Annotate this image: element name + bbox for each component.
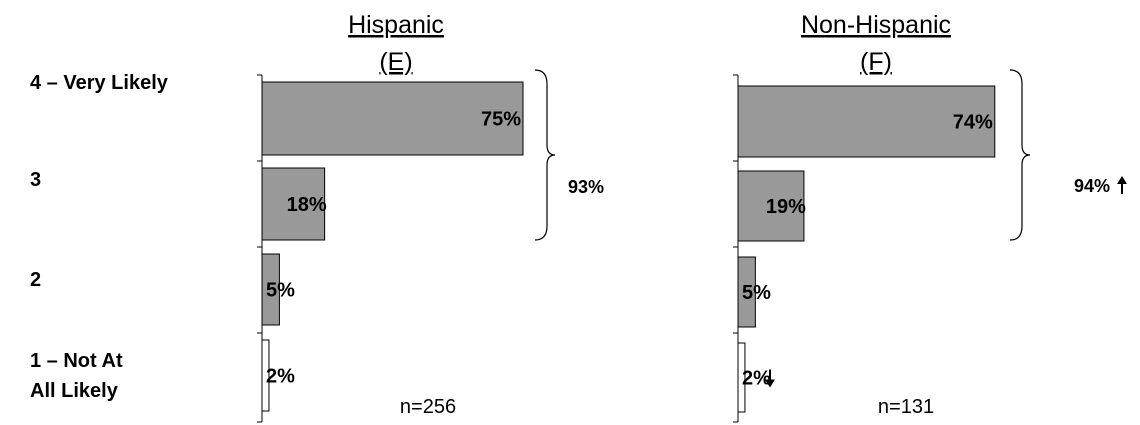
panel-title: Hispanic: [348, 11, 444, 39]
bar-1-not-at-all-likely: [261, 339, 270, 412]
bar-3: [737, 170, 805, 242]
bar-4-very-likely: [261, 81, 524, 156]
category-label-line: 4 – Very Likely: [30, 72, 169, 94]
bar-2: [261, 253, 280, 326]
category-label-2: 2: [30, 269, 41, 291]
top-two-box-bracket: [1009, 69, 1031, 241]
value-label: 18%: [287, 194, 327, 216]
category-axis: [257, 74, 263, 423]
category-label-line: 1 – Not At: [30, 350, 123, 372]
category-label-line: 3: [30, 169, 41, 191]
net-value-label: 93%: [568, 177, 604, 197]
value-label: 2%: [266, 366, 295, 388]
bar-2: [737, 256, 756, 328]
category-label-line: All Likely: [30, 380, 119, 402]
arrow-down-icon: [765, 369, 775, 388]
category-labels: 4 – Very Likely 3 2 1 – Not At All Likely: [30, 72, 169, 402]
category-label-1-not-at-all-likely: 1 – Not At All Likely: [30, 350, 123, 402]
value-label: 75%: [481, 109, 521, 131]
value-label: 5%: [266, 280, 295, 302]
category-label-line: 2: [30, 269, 41, 291]
category-axis: [733, 74, 739, 423]
sample-size-label: n=256: [400, 396, 456, 418]
bar-1-not-at-all-likely: [737, 342, 746, 413]
sample-size-label: n=131: [878, 396, 934, 418]
panel-non-hispanic: Non-Hispanic (F) 74% 19% 5% 2% 94% n=131: [733, 11, 1127, 423]
panel-hispanic: Hispanic (E) 75% 18% 5% 2% 93% n=256: [257, 11, 604, 423]
value-label: 74%: [953, 112, 993, 134]
panel-title: Non-Hispanic: [801, 11, 951, 39]
value-label: 5%: [742, 282, 771, 304]
panel-subtitle: (E): [379, 48, 412, 76]
category-label-4-very-likely: 4 – Very Likely: [30, 72, 169, 94]
arrow-up-icon: [1117, 176, 1127, 194]
bar-4-very-likely: [737, 85, 996, 158]
category-label-3: 3: [30, 169, 41, 191]
value-label: 2%: [742, 368, 771, 390]
panel-subtitle: (F): [860, 48, 892, 76]
bar-3: [261, 167, 326, 241]
value-label: 19%: [766, 196, 806, 218]
top-two-box-bracket: [534, 69, 556, 241]
net-value-label: 94%: [1074, 176, 1110, 196]
